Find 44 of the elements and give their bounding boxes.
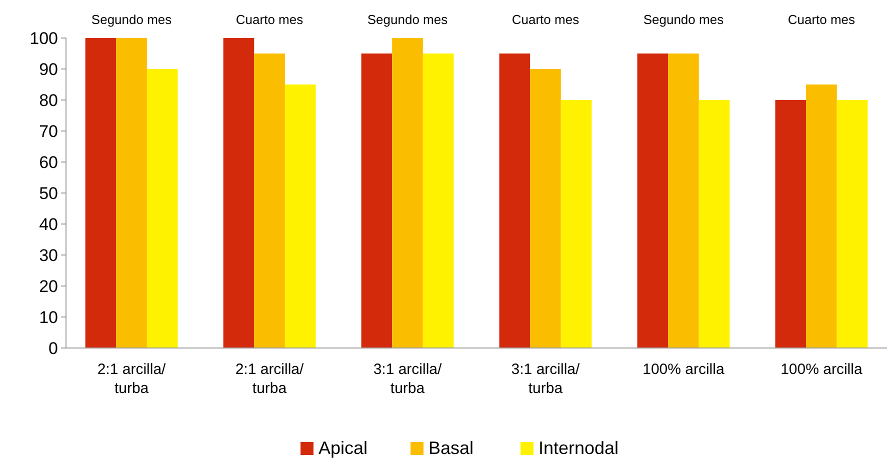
x-tick-label: 2:1 arcilla/ turba: [235, 361, 305, 397]
bar: [806, 84, 837, 348]
x-tick-label: 100% arcilla: [780, 361, 863, 378]
bar: [116, 38, 147, 348]
y-tick-label: 100: [30, 28, 58, 48]
text: Segundo mes: [643, 12, 724, 27]
y-tick-label: 30: [39, 246, 58, 265]
bar: [836, 100, 868, 348]
bar: [668, 54, 699, 348]
x-tick-label: 100% arcilla: [642, 361, 725, 378]
legend-label: Basal: [428, 438, 474, 458]
x-tick-label: 3:1 arcilla/ turba: [373, 361, 443, 397]
bar: [422, 54, 454, 348]
bar: [530, 69, 561, 348]
text: Cuarto mes: [512, 12, 580, 27]
text: Cuarto mes: [788, 12, 856, 27]
bar: [698, 100, 730, 348]
bar: [284, 84, 316, 348]
y-tick-label: 80: [39, 90, 58, 110]
y-tick-label: 10: [39, 308, 58, 327]
x-tick-label: 3:1 arcilla/ turba: [511, 361, 580, 397]
bar: [392, 38, 423, 348]
legend-label: Apical: [318, 438, 368, 458]
y-tick-label: 70: [39, 122, 58, 141]
y-tick-label: 90: [39, 60, 58, 79]
x-tick-label: 2:1 arcilla/ turba: [97, 361, 167, 397]
bar: [637, 54, 668, 348]
bar: [775, 100, 806, 348]
y-tick-label: 40: [39, 214, 58, 234]
y-tick-label: 60: [39, 152, 58, 172]
text: Segundo mes: [367, 12, 448, 27]
legend-label: Internodal: [538, 438, 619, 458]
bar: [499, 54, 530, 348]
bar: [560, 100, 592, 348]
bar: [85, 38, 116, 348]
y-tick-label: 50: [39, 184, 58, 203]
text: Cuarto mes: [236, 12, 304, 27]
bar: [223, 38, 254, 348]
y-tick-label: 20: [39, 276, 58, 296]
bar: [361, 54, 392, 348]
bar: [146, 69, 178, 348]
text: Segundo mes: [91, 12, 172, 27]
y-tick-label: 0: [48, 338, 58, 358]
bar: [254, 54, 285, 348]
